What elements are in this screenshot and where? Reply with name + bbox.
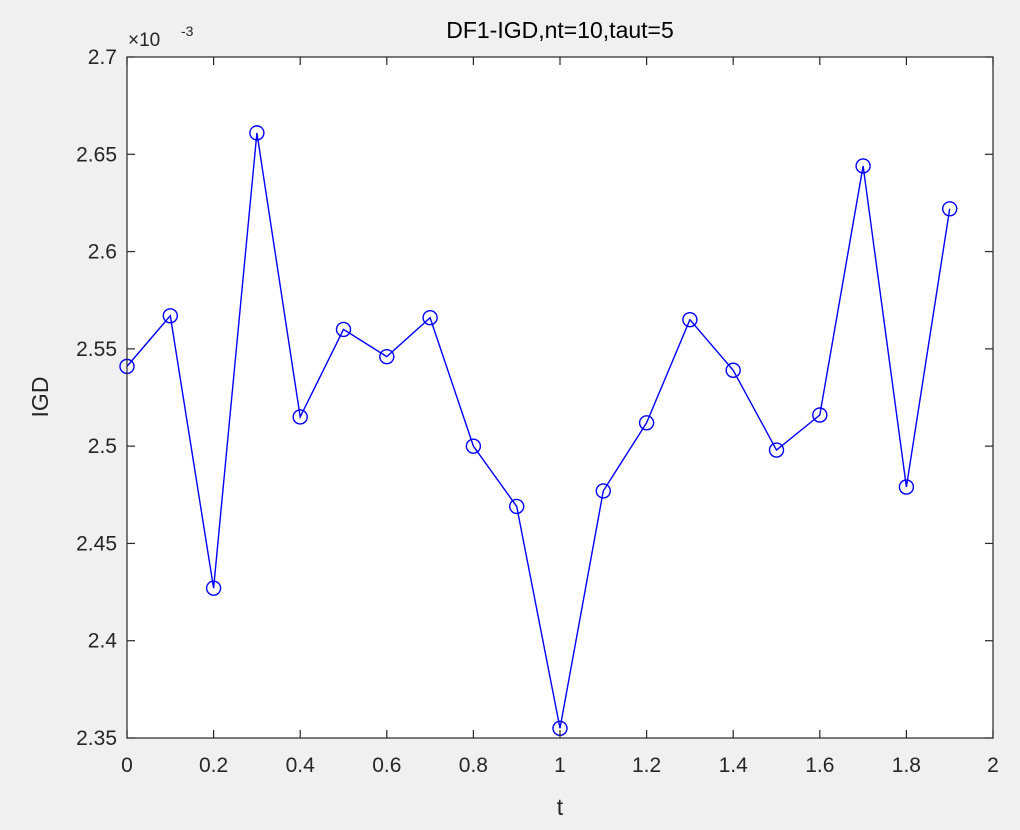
chart-title: DF1-IGD,nt=10,taut=5 — [446, 17, 674, 43]
data-point — [682, 311, 698, 328]
x-axis-label: t — [557, 794, 564, 820]
y-tick-label: 2.4 — [88, 630, 118, 653]
data-point — [638, 415, 655, 431]
data-point — [768, 442, 785, 458]
x-tick-label: 1.8 — [892, 754, 921, 777]
y-tick-label: 2.45 — [76, 532, 117, 555]
data-point — [249, 125, 265, 141]
x-tick-label: 0 — [121, 754, 133, 777]
data-point — [812, 407, 828, 423]
y-axis: 2.35 2.4 2.45 2.5 2.55 2.6 2.65 2.7 — [76, 46, 993, 750]
x-tick-label: 0.4 — [286, 754, 316, 777]
x-tick-label: 0.8 — [459, 754, 488, 777]
y-tick-label: 2.55 — [76, 338, 117, 361]
data-point — [942, 201, 958, 217]
y-tick-label: 2.6 — [88, 241, 117, 264]
x-tick-label: 0.6 — [372, 754, 401, 777]
y-axis-label: IGD — [27, 377, 53, 418]
data-point — [162, 308, 179, 324]
y-tick-label: 2.35 — [76, 727, 117, 750]
y-tick-label: 2.5 — [88, 435, 117, 458]
data-point — [855, 158, 871, 174]
y-exponent-power: -3 — [181, 23, 194, 39]
y-tick-label: 2.7 — [88, 46, 117, 69]
x-tick-label: 0.2 — [199, 754, 228, 777]
plot-area — [127, 57, 993, 738]
x-axis: 0 0.2 0.4 0.6 0.8 1 1.2 1.4 1.6 1.8 2 — [121, 57, 999, 777]
x-tick-label: 1.2 — [632, 754, 661, 777]
data-point — [205, 580, 222, 596]
data-point — [465, 438, 482, 454]
data-point — [379, 348, 395, 365]
x-tick-label: 1 — [554, 754, 566, 777]
x-tick-label: 1.4 — [719, 754, 749, 777]
y-exponent-label: ×10 -3 — [128, 23, 194, 51]
data-point — [509, 498, 525, 515]
data-point — [335, 321, 352, 338]
data-point — [725, 362, 741, 378]
data-point — [422, 310, 438, 326]
series-line — [126, 132, 951, 729]
y-tick-label: 2.65 — [76, 143, 117, 166]
x-tick-label: 1.6 — [805, 754, 834, 777]
data-point — [292, 409, 308, 425]
data-point — [595, 483, 611, 499]
y-exponent-base: ×10 — [128, 30, 160, 51]
data-point — [898, 479, 915, 495]
x-tick-label: 2 — [987, 754, 999, 777]
